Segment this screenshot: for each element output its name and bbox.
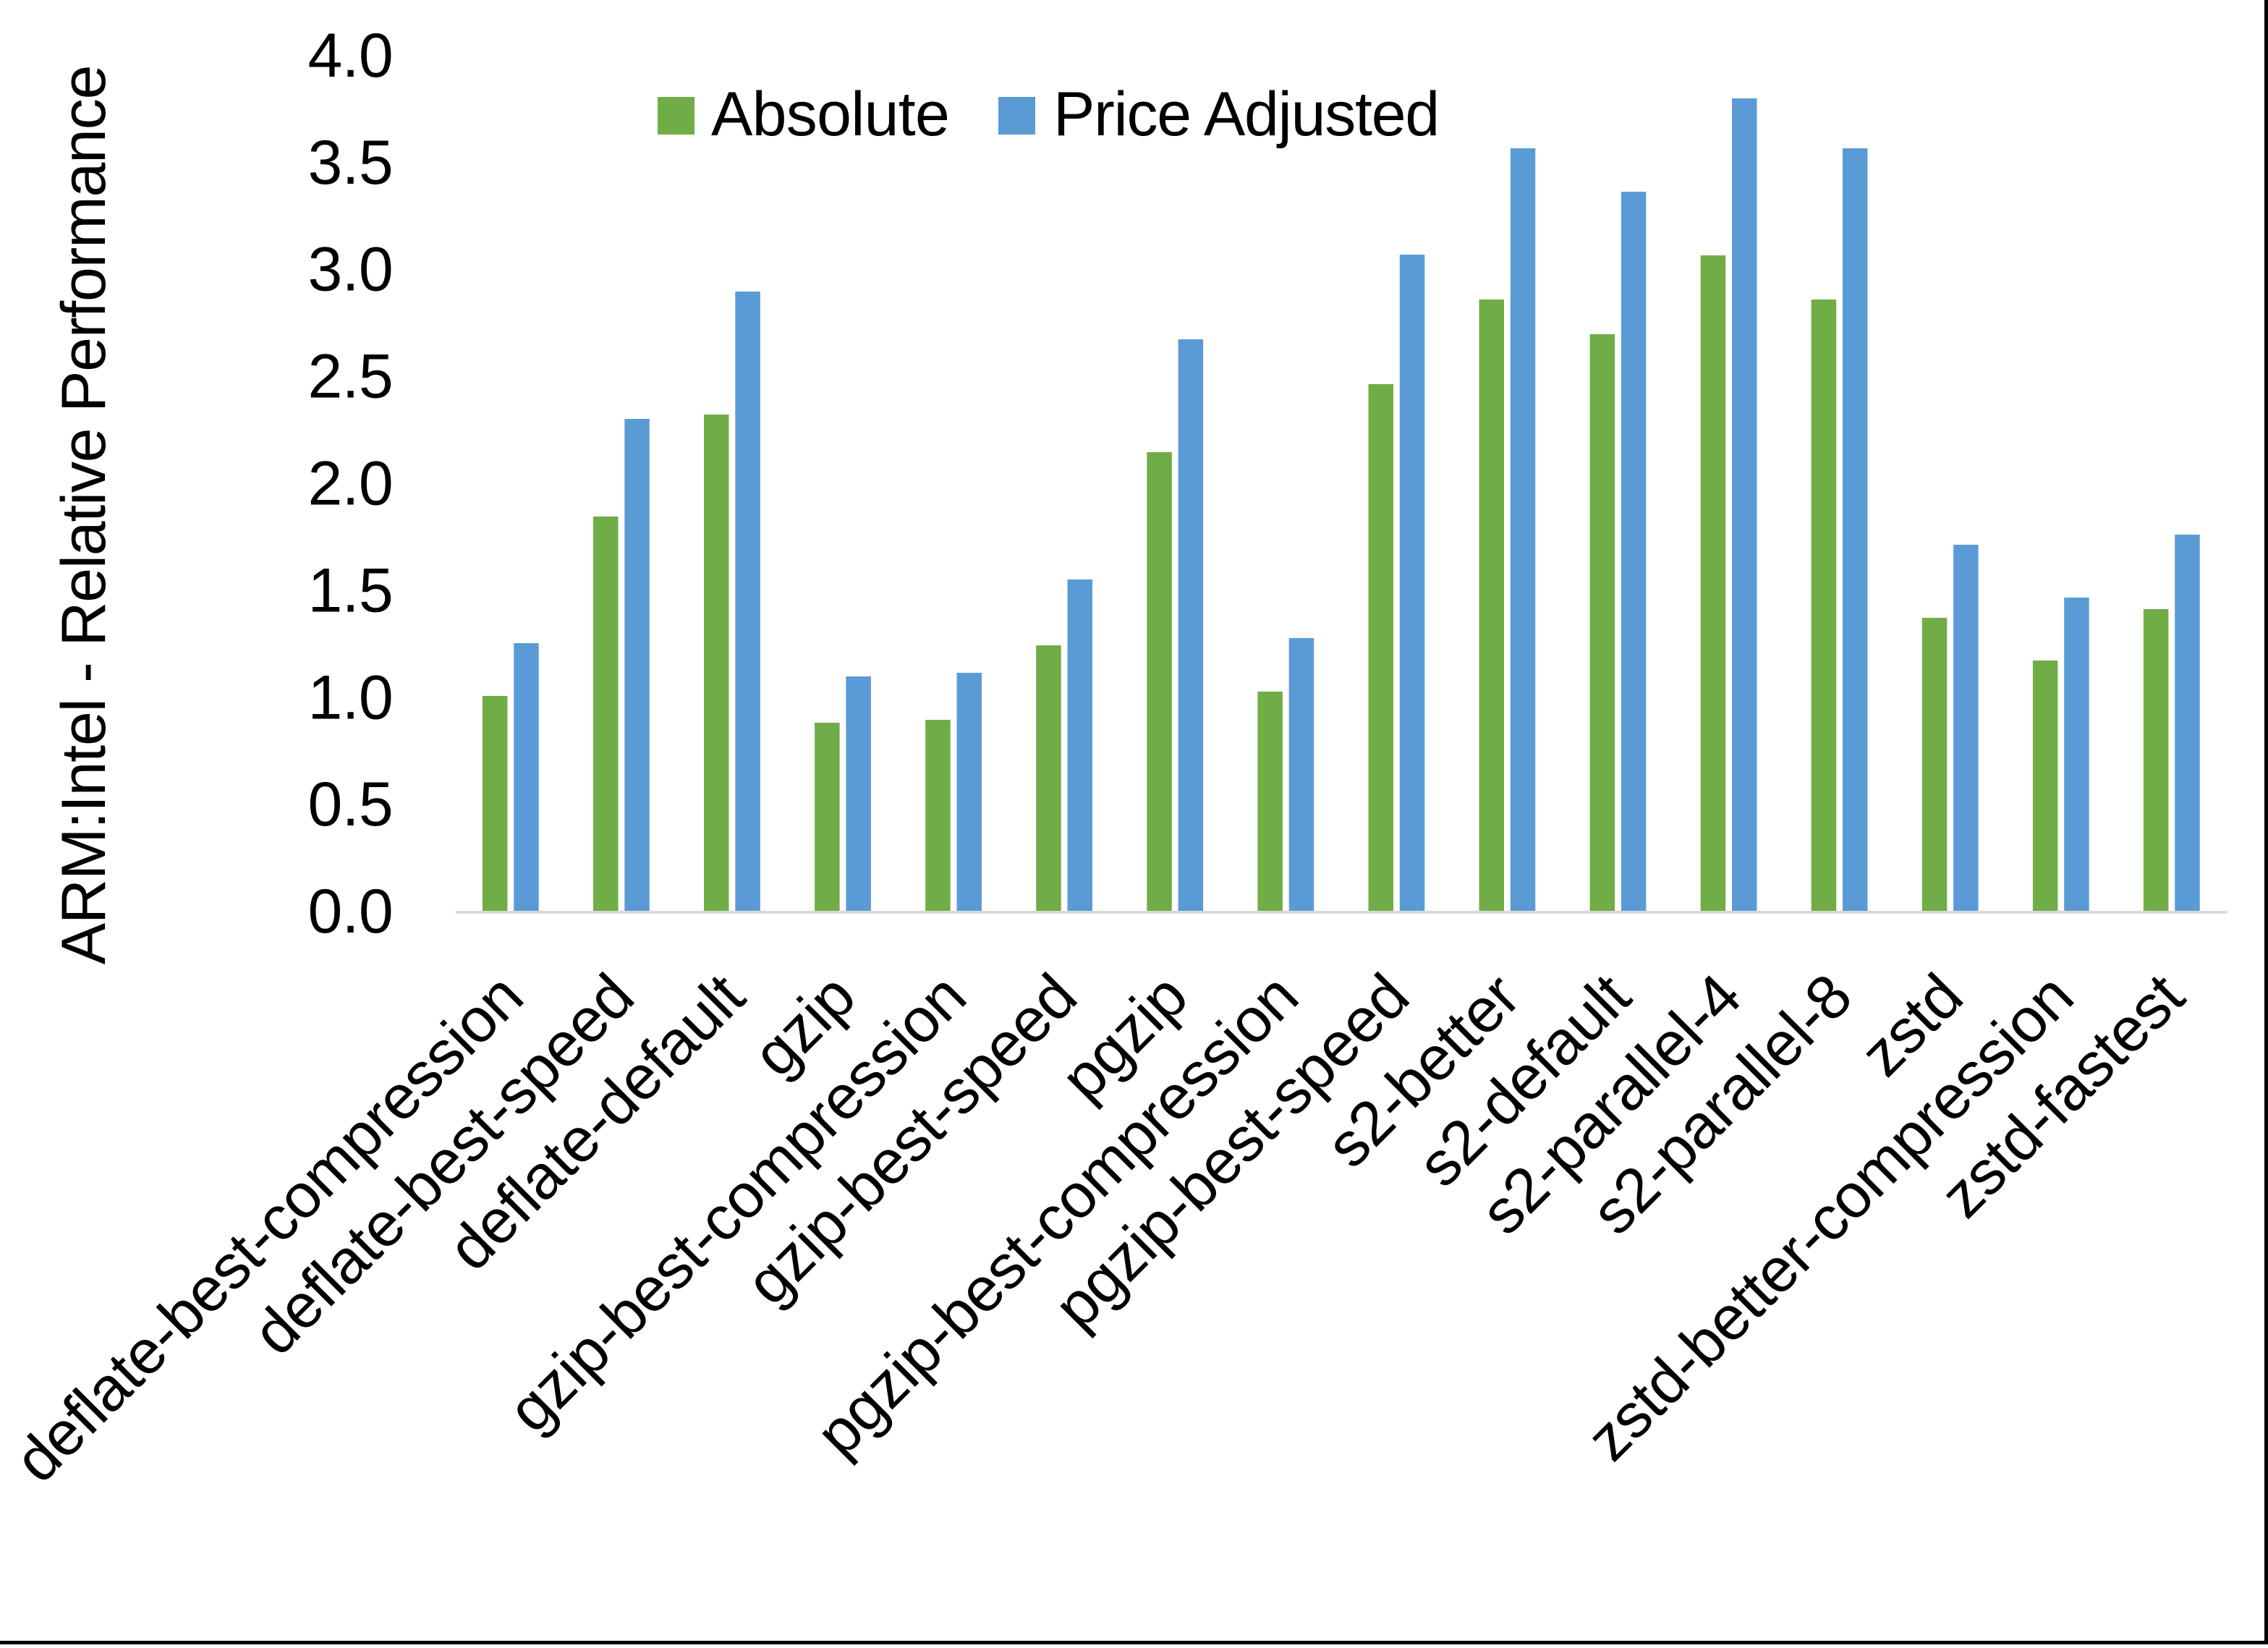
svg-text:Absolute: Absolute bbox=[711, 80, 949, 149]
svg-text:2.0: 2.0 bbox=[308, 449, 393, 519]
svg-text:0.5: 0.5 bbox=[308, 770, 393, 839]
svg-text:0.0: 0.0 bbox=[308, 877, 393, 946]
svg-text:3.0: 3.0 bbox=[308, 235, 393, 305]
svg-text:Price Adjusted: Price Adjusted bbox=[1053, 80, 1439, 149]
svg-text:3.5: 3.5 bbox=[308, 128, 393, 197]
svg-text:1.5: 1.5 bbox=[308, 556, 393, 625]
svg-text:4.0: 4.0 bbox=[308, 21, 393, 90]
svg-text:2.5: 2.5 bbox=[308, 342, 393, 412]
svg-text:1.0: 1.0 bbox=[308, 663, 393, 732]
svg-text:ARM:Intel - Relative Performan: ARM:Intel - Relative Performance bbox=[49, 66, 119, 965]
